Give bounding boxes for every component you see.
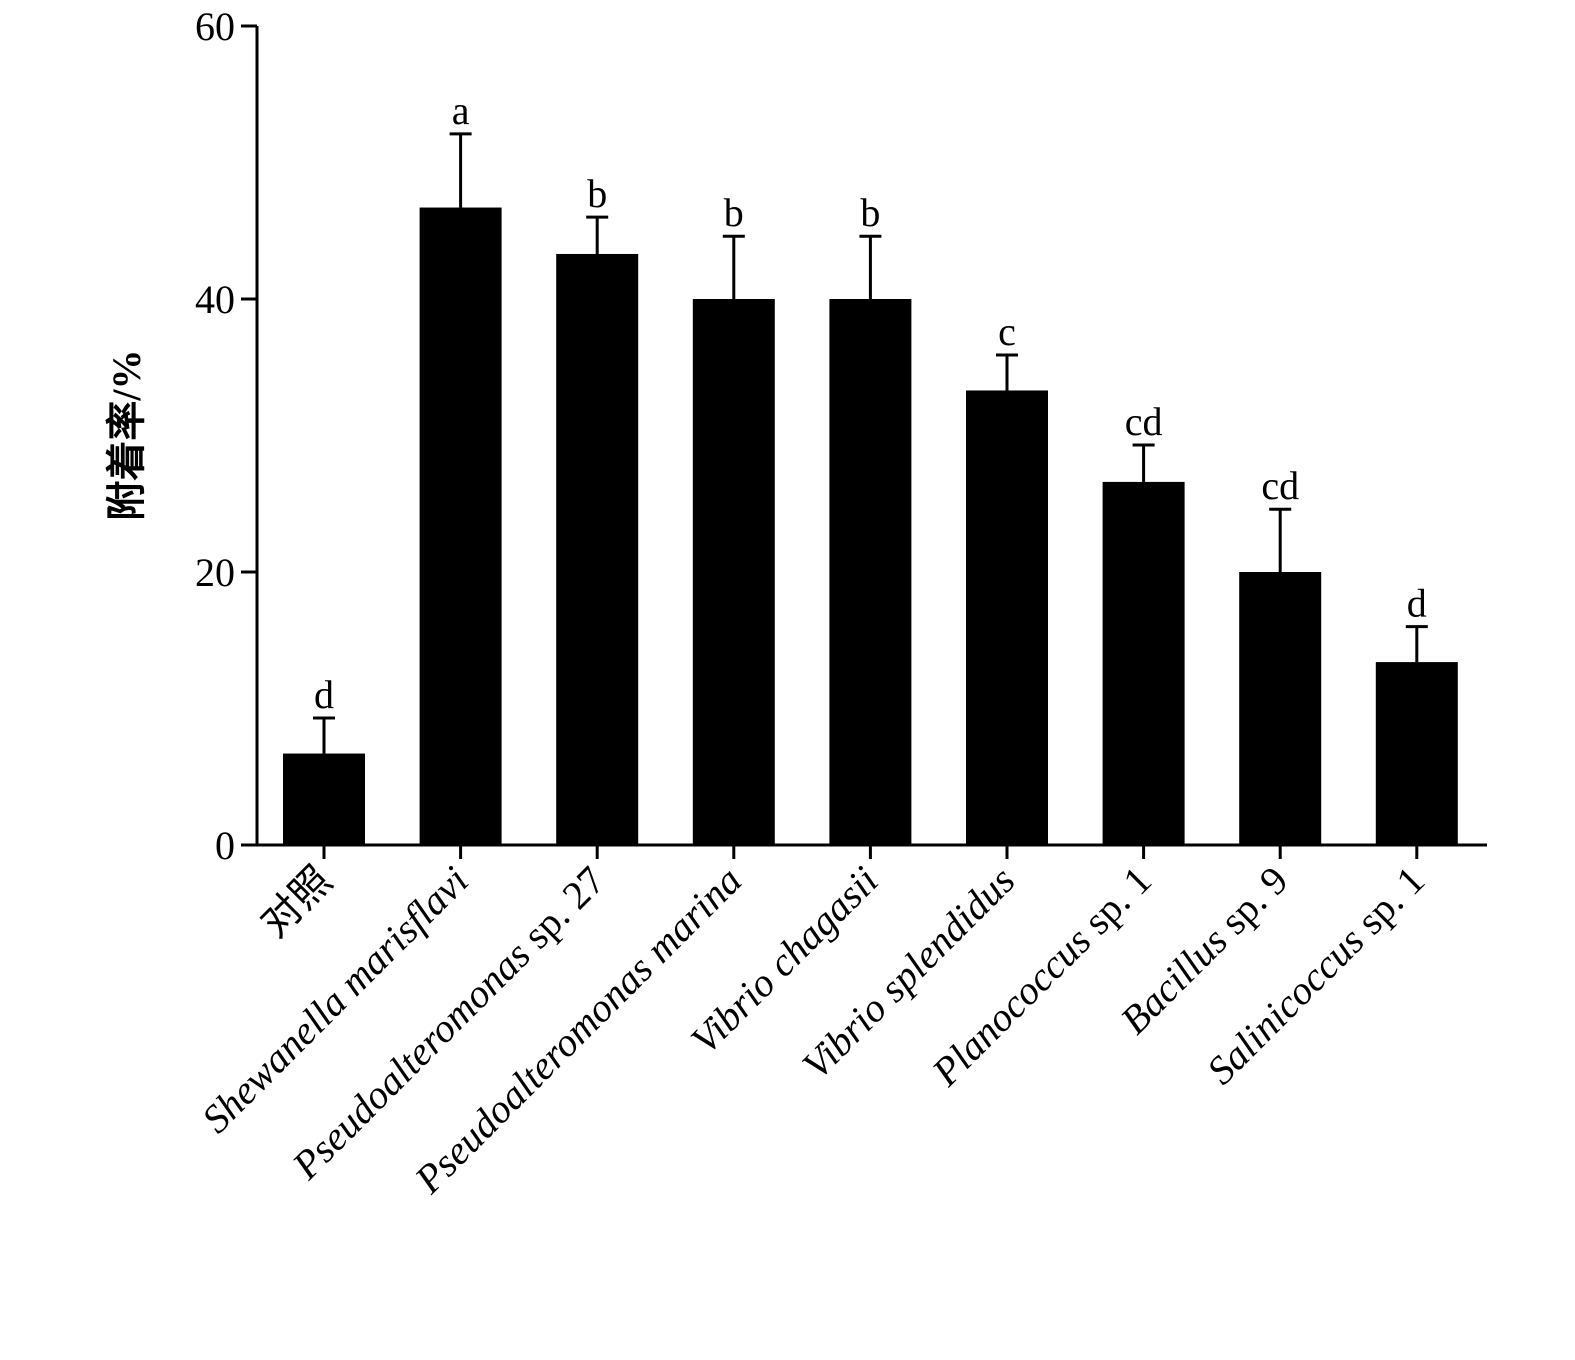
y-tick-label: 40 <box>195 277 235 322</box>
significance-label: a <box>452 88 470 133</box>
y-tick-label: 0 <box>215 823 235 868</box>
bar <box>692 299 775 845</box>
significance-label: cd <box>1261 463 1299 508</box>
category-label: Shewanella marisflavi <box>193 858 477 1142</box>
significance-label: b <box>587 171 607 216</box>
significance-label: cd <box>1125 399 1163 444</box>
significance-label: b <box>860 190 880 235</box>
bar <box>419 207 502 846</box>
bar <box>1102 481 1185 845</box>
bar <box>283 753 365 845</box>
y-tick-label: 20 <box>195 550 235 595</box>
bar <box>829 299 912 845</box>
y-tick-label: 60 <box>195 4 235 49</box>
category-label: 对照 <box>252 858 340 946</box>
bar <box>1375 662 1458 845</box>
y-axis-label: 附着率/% <box>104 349 149 520</box>
significance-label: d <box>314 672 334 717</box>
significance-label: b <box>724 190 744 235</box>
bars <box>283 132 1458 846</box>
significance-label: d <box>1407 581 1427 626</box>
bar <box>966 390 1048 845</box>
significance-label: c <box>998 309 1016 354</box>
bar <box>1239 572 1322 845</box>
bar <box>556 253 639 845</box>
